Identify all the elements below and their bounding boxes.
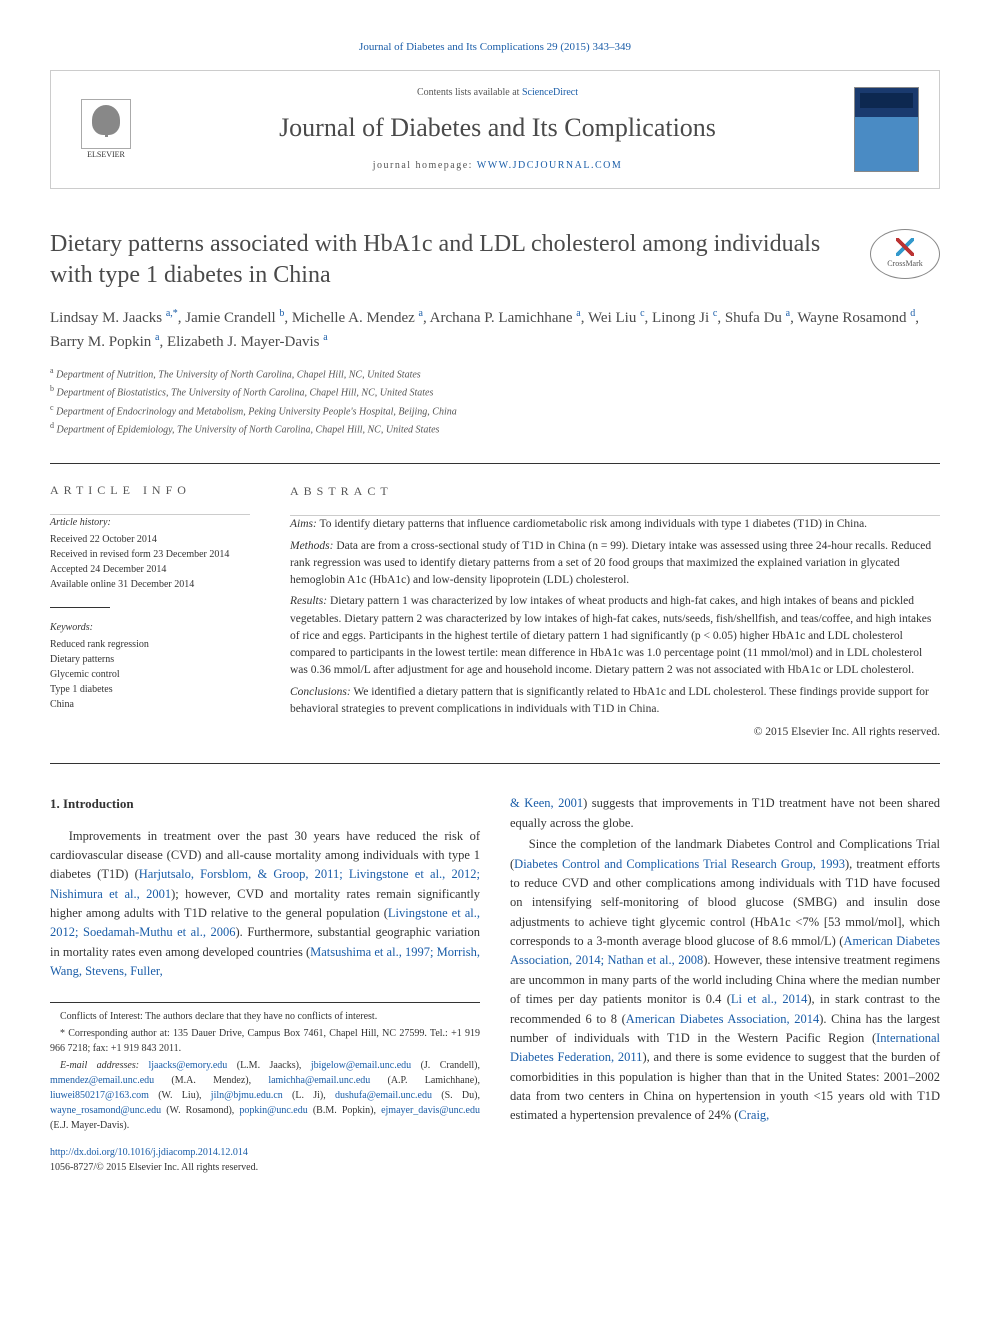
- history-line: Received in revised form 23 December 201…: [50, 547, 250, 562]
- email-link[interactable]: lamichha@email.unc.edu: [268, 1075, 370, 1086]
- keyword: Type 1 diabetes: [50, 682, 250, 697]
- body-column-right: & Keen, 2001) suggests that improvements…: [510, 794, 940, 1175]
- abstract-results: Results: Dietary pattern 1 was character…: [290, 593, 940, 679]
- footnotes: Conflicts of Interest: The authors decla…: [50, 1002, 480, 1133]
- abstract-methods: Methods: Data are from a cross-sectional…: [290, 538, 940, 590]
- intro-paragraph-2: Since the completion of the landmark Dia…: [510, 835, 940, 1126]
- article-info-section: article info Article history: Received 2…: [50, 482, 250, 745]
- doi-link[interactable]: http://dx.doi.org/10.1016/j.jdiacomp.201…: [50, 1147, 248, 1158]
- email-addresses: E-mail addresses: ljaacks@emory.edu (L.M…: [50, 1058, 480, 1133]
- affiliation: a Department of Nutrition, The Universit…: [50, 365, 940, 383]
- email-link[interactable]: wayne_rosamond@unc.edu: [50, 1105, 161, 1116]
- article-info-label: article info: [50, 482, 250, 499]
- journal-homepage: journal homepage: WWW.JDCJOURNAL.COM: [161, 159, 834, 173]
- citation-link[interactable]: Journal of Diabetes and Its Complication…: [359, 41, 631, 53]
- crossmark-badge[interactable]: CrossMark: [870, 229, 940, 279]
- history-line: Accepted 24 December 2014: [50, 562, 250, 577]
- ref-link[interactable]: Craig,: [738, 1108, 769, 1122]
- ref-link[interactable]: American Diabetes Association, 2014: [626, 1012, 819, 1026]
- journal-homepage-link[interactable]: WWW.JDCJOURNAL.COM: [477, 160, 623, 171]
- crossmark-icon: [896, 238, 914, 256]
- affiliation: b Department of Biostatistics, The Unive…: [50, 383, 940, 401]
- doi-block: http://dx.doi.org/10.1016/j.jdiacomp.201…: [50, 1145, 480, 1176]
- email-link[interactable]: ljaacks@emory.edu: [149, 1060, 228, 1071]
- body-column-left: 1. Introduction Improvements in treatmen…: [50, 794, 480, 1175]
- keyword: Reduced rank regression: [50, 637, 250, 652]
- journal-name: Journal of Diabetes and Its Complication…: [161, 110, 834, 146]
- email-link[interactable]: popkin@unc.edu: [239, 1105, 307, 1116]
- history-line: Available online 31 December 2014: [50, 577, 250, 592]
- contents-line: Contents lists available at ScienceDirec…: [161, 86, 834, 100]
- email-link[interactable]: mmendez@email.unc.edu: [50, 1075, 154, 1086]
- corresponding-author: * Corresponding author at: 135 Dauer Dri…: [50, 1026, 480, 1056]
- affiliation: d Department of Epidemiology, The Univer…: [50, 420, 940, 438]
- affiliations: a Department of Nutrition, The Universit…: [50, 365, 940, 438]
- email-link[interactable]: liuwei850217@163.com: [50, 1090, 149, 1101]
- elsevier-logo[interactable]: ELSEVIER: [71, 92, 141, 167]
- article-title: Dietary patterns associated with HbA1c a…: [50, 229, 850, 291]
- keyword: Glycemic control: [50, 667, 250, 682]
- keyword: China: [50, 697, 250, 712]
- journal-cover-thumbnail[interactable]: [854, 87, 919, 172]
- sciencedirect-link[interactable]: ScienceDirect: [522, 87, 578, 98]
- elsevier-tree-icon: [81, 99, 131, 149]
- issn-copyright: 1056-8727/© 2015 Elsevier Inc. All right…: [50, 1162, 258, 1173]
- intro-paragraph-1: Improvements in treatment over the past …: [50, 827, 480, 982]
- ref-link[interactable]: Li et al., 2014: [731, 992, 807, 1006]
- abstract-label: abstract: [290, 482, 940, 500]
- email-link[interactable]: jiln@bjmu.edu.cn: [211, 1090, 283, 1101]
- conflicts-note: Conflicts of Interest: The authors decla…: [50, 1009, 480, 1024]
- keyword: Dietary patterns: [50, 652, 250, 667]
- history-heading: Article history:: [50, 515, 250, 530]
- affiliation: c Department of Endocrinology and Metabo…: [50, 402, 940, 420]
- ref-link[interactable]: Diabetes Control and Complications Trial…: [514, 857, 845, 871]
- email-link[interactable]: dushufa@email.unc.edu: [335, 1090, 432, 1101]
- abstract-copyright: © 2015 Elsevier Inc. All rights reserved…: [290, 724, 940, 741]
- ref-link[interactable]: & Keen, 2001: [510, 796, 583, 810]
- abstract-aims: Aims: To identify dietary patterns that …: [290, 516, 940, 533]
- email-link[interactable]: ejmayer_davis@unc.edu: [381, 1105, 480, 1116]
- abstract-conclusions: Conclusions: We identified a dietary pat…: [290, 684, 940, 719]
- journal-header: ELSEVIER Contents lists available at Sci…: [50, 70, 940, 188]
- publisher-label: ELSEVIER: [87, 149, 125, 160]
- email-link[interactable]: jbigelow@email.unc.edu: [311, 1060, 411, 1071]
- keywords-heading: Keywords:: [50, 620, 250, 635]
- intro-paragraph-1-cont: & Keen, 2001) suggests that improvements…: [510, 794, 940, 833]
- abstract-section: abstract Aims: To identify dietary patte…: [290, 482, 940, 745]
- citation-header: Journal of Diabetes and Its Complication…: [50, 40, 940, 55]
- authors-list: Lindsay M. Jaacks a,*, Jamie Crandell b,…: [50, 306, 940, 353]
- section-heading-introduction: 1. Introduction: [50, 794, 480, 814]
- history-line: Received 22 October 2014: [50, 532, 250, 547]
